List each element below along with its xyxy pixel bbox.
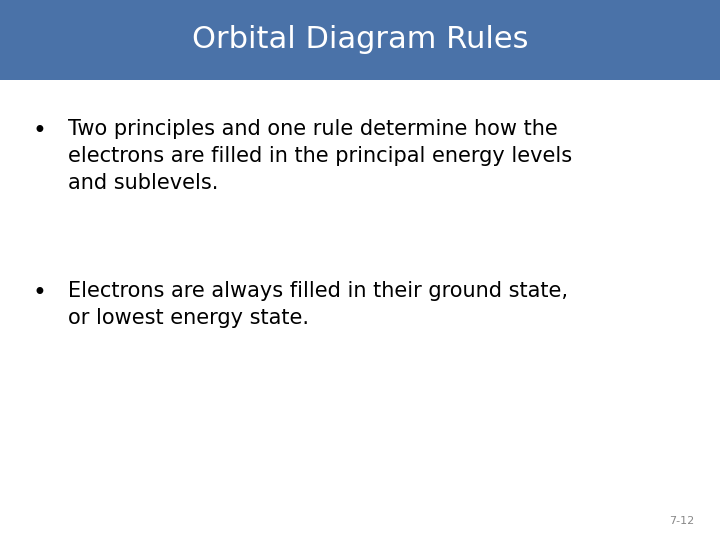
Text: •: • xyxy=(32,119,47,143)
Text: Electrons are always filled in their ground state,
or lowest energy state.: Electrons are always filled in their gro… xyxy=(68,281,568,328)
FancyBboxPatch shape xyxy=(0,0,720,80)
Text: •: • xyxy=(32,281,47,305)
Text: Orbital Diagram Rules: Orbital Diagram Rules xyxy=(192,25,528,55)
Text: 7-12: 7-12 xyxy=(670,516,695,526)
Text: Two principles and one rule determine how the
electrons are filled in the princi: Two principles and one rule determine ho… xyxy=(68,119,572,193)
